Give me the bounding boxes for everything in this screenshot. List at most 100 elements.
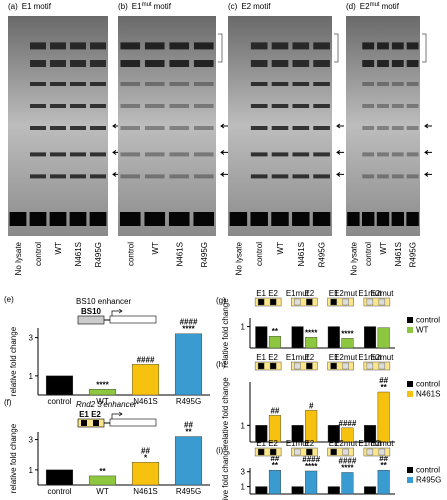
arrow bbox=[220, 123, 228, 129]
free-probe bbox=[29, 212, 47, 226]
element-box bbox=[257, 362, 265, 370]
y-axis-label: relative fold change bbox=[221, 446, 230, 500]
free-probe bbox=[312, 212, 331, 226]
gel-band bbox=[406, 60, 419, 67]
gel-band bbox=[391, 126, 404, 130]
gel-band bbox=[271, 82, 289, 86]
motif-name: E2 bbox=[241, 2, 251, 11]
free-probe bbox=[361, 212, 375, 226]
construct-icon bbox=[363, 297, 391, 307]
panel-label: (f) bbox=[4, 398, 12, 407]
lane-label: WT bbox=[151, 242, 160, 255]
gel-band bbox=[292, 152, 310, 157]
element-label: E2mut bbox=[334, 289, 358, 298]
bar bbox=[131, 364, 160, 396]
bar bbox=[364, 425, 377, 443]
element-label: E1 bbox=[329, 439, 339, 448]
gel-band bbox=[144, 42, 165, 50]
bar bbox=[327, 326, 340, 349]
x-tick-label: R495G bbox=[176, 397, 201, 406]
promoter-arrow bbox=[111, 308, 123, 316]
gel-band bbox=[144, 152, 165, 157]
gel-band bbox=[50, 152, 66, 157]
significance: **** bbox=[341, 329, 354, 338]
lane-label: WT bbox=[54, 242, 63, 255]
element-box bbox=[366, 362, 374, 370]
bar bbox=[268, 415, 281, 443]
construct-icon bbox=[327, 447, 354, 457]
gel-band bbox=[362, 152, 375, 157]
significance: * bbox=[144, 453, 148, 462]
gel-band bbox=[50, 60, 66, 67]
free-probe bbox=[250, 212, 268, 226]
gel-band bbox=[50, 126, 66, 130]
gel-band bbox=[271, 174, 289, 179]
element-box bbox=[330, 448, 337, 456]
gel-band bbox=[90, 82, 106, 86]
lane-label: R495G bbox=[409, 242, 418, 267]
bar bbox=[341, 427, 354, 443]
gel-band bbox=[271, 126, 289, 130]
element-box bbox=[306, 298, 313, 306]
gel-band bbox=[193, 104, 214, 108]
free-probe bbox=[89, 212, 107, 226]
element-box bbox=[257, 298, 265, 306]
gel-band bbox=[362, 42, 375, 50]
gel-band bbox=[169, 60, 190, 67]
gel-band bbox=[90, 104, 106, 108]
gel-band bbox=[169, 174, 190, 179]
gel-band bbox=[193, 126, 214, 130]
free-probe bbox=[271, 212, 289, 226]
panel-label: (h) bbox=[216, 360, 226, 369]
arrow bbox=[424, 123, 432, 129]
legend-label: control bbox=[416, 316, 440, 325]
element-label: E1 bbox=[256, 289, 266, 298]
significance: ## bbox=[141, 446, 150, 455]
element-label: E2 bbox=[268, 439, 278, 448]
gel-band bbox=[169, 42, 190, 50]
reporter bbox=[109, 315, 157, 324]
free-probe bbox=[347, 212, 360, 226]
element-box bbox=[342, 362, 349, 370]
gel-band bbox=[50, 82, 66, 86]
bar bbox=[45, 375, 74, 396]
gel-band bbox=[30, 152, 46, 157]
arrow bbox=[336, 171, 344, 177]
legend-swatch bbox=[407, 381, 413, 387]
gel-band bbox=[250, 82, 268, 86]
panel-label: (c) bbox=[228, 2, 238, 11]
gel-band bbox=[169, 82, 190, 86]
bar bbox=[255, 425, 268, 443]
gel-band bbox=[120, 126, 141, 130]
gel-band bbox=[193, 60, 214, 67]
legend-label: R495G bbox=[416, 476, 441, 485]
significance: #### bbox=[137, 355, 155, 364]
gel-band bbox=[391, 174, 404, 179]
gel-band bbox=[292, 104, 310, 108]
gel-band bbox=[169, 152, 190, 157]
gel-band bbox=[70, 174, 86, 179]
lane-label: N461S bbox=[394, 242, 403, 266]
gel-band bbox=[70, 42, 86, 50]
y-axis-label: relative fold change bbox=[221, 377, 230, 447]
bar bbox=[88, 389, 117, 396]
lane-label: R495G bbox=[318, 242, 327, 267]
significance: **** bbox=[182, 325, 195, 334]
element-box bbox=[269, 362, 277, 370]
construct-title: BS10 enhancer bbox=[76, 297, 131, 306]
motif-name: E1 bbox=[22, 2, 32, 11]
gel-band bbox=[391, 60, 404, 67]
arrow bbox=[220, 171, 228, 177]
gel-band bbox=[271, 60, 289, 67]
gel-band bbox=[193, 174, 214, 179]
arrow bbox=[336, 149, 344, 155]
gel-band bbox=[313, 126, 330, 130]
gel-band bbox=[120, 82, 141, 86]
significance: ** bbox=[381, 461, 388, 470]
gel-band bbox=[144, 104, 165, 108]
motif-rest: motif bbox=[382, 2, 400, 11]
gel-title: (b) E1mut motif bbox=[118, 2, 172, 11]
element-label: E2 bbox=[304, 353, 314, 362]
bar bbox=[364, 326, 377, 349]
y-axis-label: relative fold change bbox=[9, 423, 18, 493]
